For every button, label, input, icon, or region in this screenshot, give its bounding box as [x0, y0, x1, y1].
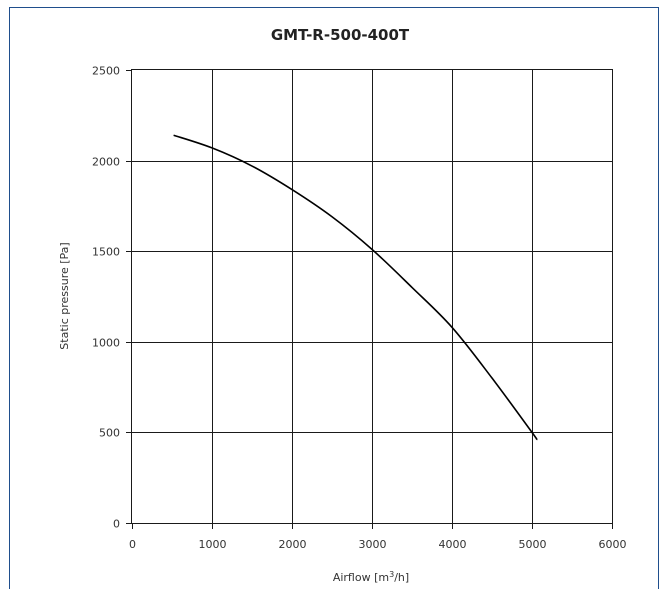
grid-lines	[132, 70, 612, 523]
x-axis-label-superscript: 3	[389, 570, 394, 579]
y-tick-label: 1000	[92, 337, 120, 350]
y-tick-label: 2500	[92, 65, 120, 78]
y-tick-label: 1500	[92, 246, 120, 259]
y-tick-labels: 0 500 1000 1500 2000 2500	[92, 65, 120, 531]
x-tick-label: 0	[129, 538, 136, 551]
y-tick-label: 0	[113, 518, 120, 531]
chart-frame: GMT-R-500-400T 0 1000 2000 3000 4000 5000 6000…	[9, 7, 659, 589]
x-tick-labels: 0 1000 2000 3000 4000 5000 6000	[129, 538, 627, 551]
series-group	[173, 134, 538, 441]
x-tick-label: 2000	[279, 538, 307, 551]
x-tick-label: 1000	[199, 538, 227, 551]
y-tick-label: 2000	[92, 156, 120, 169]
x-tick-label: 3000	[359, 538, 387, 551]
x-tick-label: 6000	[599, 538, 627, 551]
series-line	[173, 134, 538, 441]
chart-title: GMT-R-500-400T	[271, 26, 410, 44]
x-axis-label: Airflow [m3/h]	[333, 570, 409, 584]
x-tick-label: 5000	[519, 538, 547, 551]
y-axis-label: Static pressure [Pa]	[58, 242, 71, 349]
chart-svg: GMT-R-500-400T 0 1000 2000 3000 4000 5000 6000…	[58, 26, 627, 584]
y-tick-label: 500	[99, 427, 120, 440]
x-tick-label: 4000	[439, 538, 467, 551]
tick-marks	[126, 70, 613, 529]
x-axis-label-unit-tail: /h]	[394, 571, 409, 584]
